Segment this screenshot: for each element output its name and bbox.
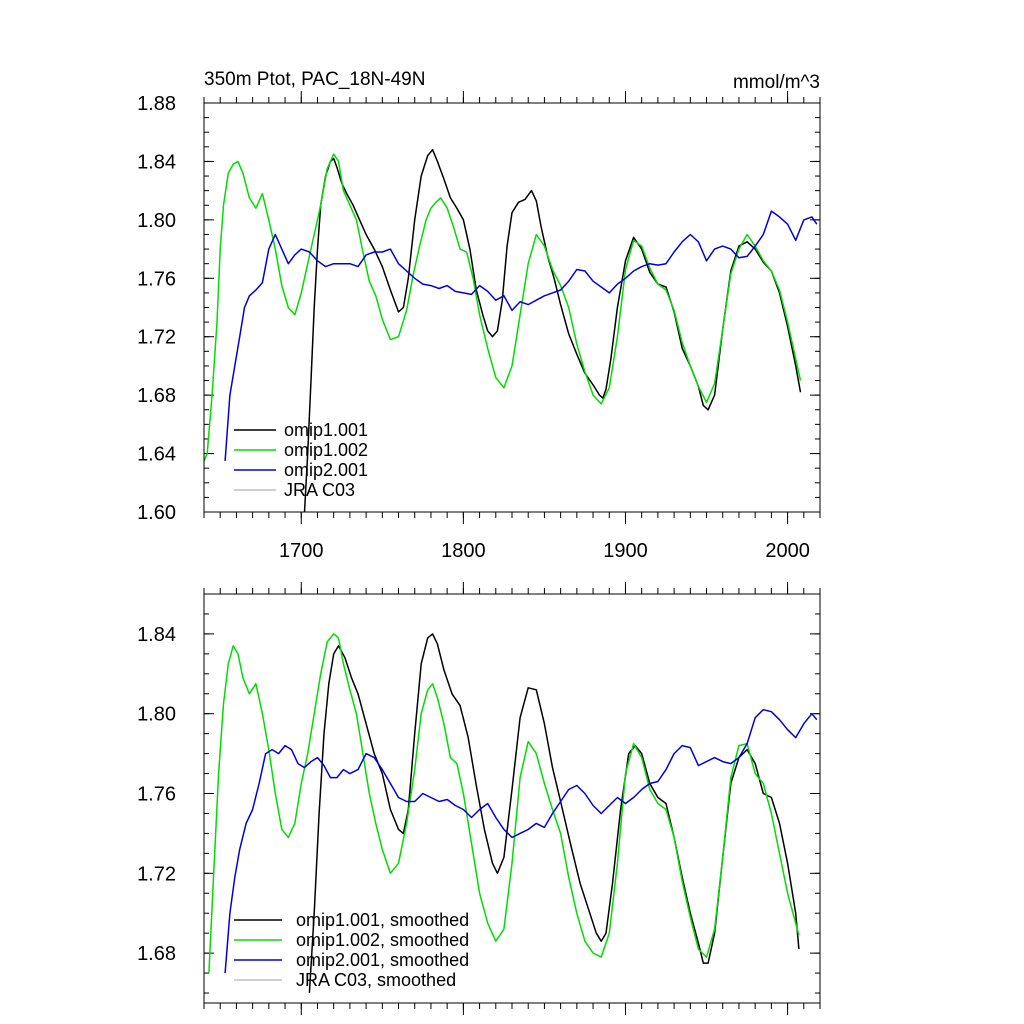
series-line-2: [203, 153, 802, 462]
legend-label-2: omip1.002: [284, 440, 368, 460]
y-tick-label: 1.76: [137, 268, 176, 290]
series-line-3: [224, 708, 818, 974]
y-tick-label: 1.60: [137, 502, 176, 524]
top-chart-title: 350m Ptot, PAC_18N-49N: [204, 69, 425, 90]
y-tick-label: 1.80: [137, 210, 176, 232]
top-chart-frame: [203, 102, 821, 513]
x-tick-label: 2000: [765, 540, 810, 562]
bottom-chart-frame: [203, 593, 821, 1004]
bottom-chart-ticks: [203, 582, 821, 1015]
y-tick-label: 1.76: [137, 784, 176, 806]
y-tick-label: 1.84: [137, 151, 176, 173]
y-tick-label: 1.72: [137, 863, 176, 885]
y-tick-label: 1.72: [137, 327, 176, 349]
top-chart-series: [203, 148, 818, 513]
legend-label-1: omip1.001, smoothed: [296, 910, 469, 930]
y-tick-label: 1.80: [137, 704, 176, 726]
legend-label-2: omip1.002, smoothed: [296, 930, 469, 950]
x-tick-label: 1800: [441, 540, 486, 562]
legend-label-4: JRA C03: [284, 480, 355, 500]
top-chart: 350m Ptot, PAC_18N-49N mmol/m^3 1.60 1.64…: [137, 69, 821, 562]
legend-label-4: JRA C03, smoothed: [296, 970, 456, 990]
top-chart-tick-labels: 1.60 1.64 1.68 1.72 1.76 1.80 1.84 1.88 1700 1800…: [137, 93, 810, 562]
x-tick-label: 1900: [603, 540, 648, 562]
series-line-2: [208, 633, 800, 974]
top-chart-units: mmol/m^3: [733, 72, 820, 93]
y-tick-label: 1.64: [137, 444, 176, 466]
x-tick-label: 1700: [279, 540, 324, 562]
bottom-chart-tick-labels: 1.68 1.72 1.76 1.80 1.84: [137, 624, 176, 965]
legend-label-3: omip2.001, smoothed: [296, 950, 469, 970]
legend-label-1: omip1.001: [284, 420, 368, 440]
y-tick-label: 1.88: [137, 93, 176, 115]
bottom-chart: 1.68 1.72 1.76 1.80 1.84 omip1.001, smoothed…: [137, 582, 821, 1015]
y-tick-label: 1.68: [137, 943, 176, 965]
top-chart-ticks: [203, 91, 821, 524]
legend-label-3: omip2.001: [284, 460, 368, 480]
y-tick-label: 1.68: [137, 385, 176, 407]
bottom-chart-series: [208, 633, 818, 994]
series-line-1: [303, 148, 802, 513]
y-tick-label: 1.84: [137, 624, 176, 646]
series-line-3: [224, 210, 818, 461]
